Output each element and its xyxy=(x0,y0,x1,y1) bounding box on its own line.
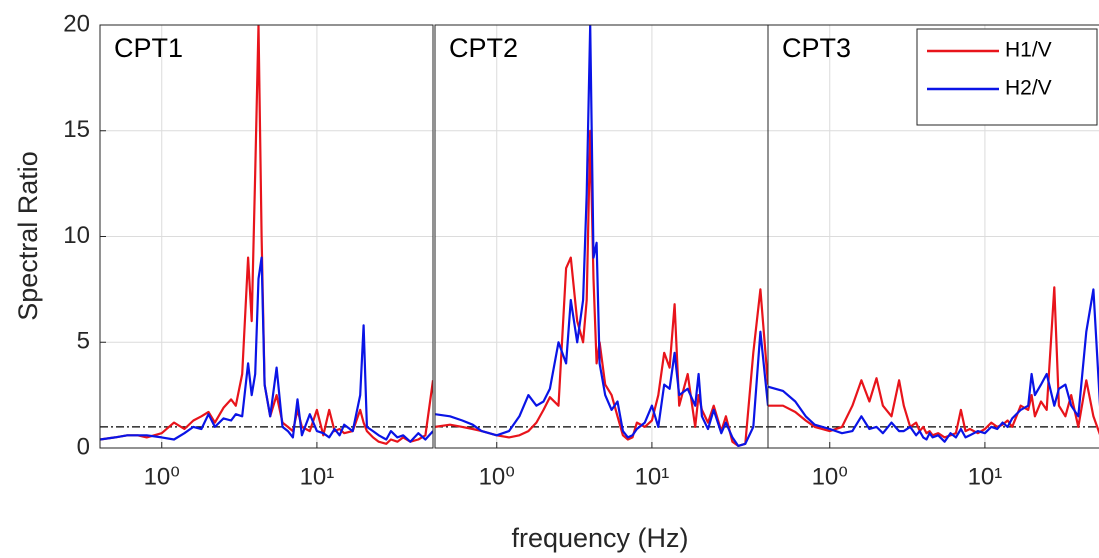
x-tick-label: 10¹ xyxy=(635,463,670,490)
y-tick-label: 5 xyxy=(77,328,90,355)
y-tick-label: 15 xyxy=(63,116,90,143)
series-line xyxy=(100,25,433,445)
plot-frame xyxy=(99,24,434,449)
panel: 10⁰ 10¹ 0 5 10 15 20 CPT1 xyxy=(63,10,434,490)
y-tick-label: 20 xyxy=(63,10,90,37)
y-axis-label: Spectral Ratio xyxy=(13,151,43,321)
plot-frame xyxy=(767,24,1099,449)
series-line xyxy=(435,129,768,447)
series-group xyxy=(435,25,768,447)
legend-box xyxy=(916,28,1098,126)
panel: 10⁰ 10¹ CPT2 xyxy=(434,24,769,490)
x-tick-label: 10⁰ xyxy=(144,463,180,490)
y-tick-label: 10 xyxy=(63,222,90,249)
legend-label: H2/V xyxy=(1005,77,1052,100)
x-tick-label: 10¹ xyxy=(300,463,335,490)
series-line xyxy=(768,288,1099,443)
x-tick-label: 10⁰ xyxy=(479,463,515,490)
panel-title: CPT1 xyxy=(114,33,183,63)
panel-title: CPT3 xyxy=(782,33,851,63)
series-line xyxy=(100,256,433,443)
x-tick-label: 10⁰ xyxy=(812,463,848,490)
panel: 10⁰ 10¹ CPT3 H1/V H2/V xyxy=(767,24,1099,490)
x-tick-label: 10¹ xyxy=(968,463,1003,490)
panel-title: CPT2 xyxy=(449,33,518,63)
series-group xyxy=(768,286,1099,443)
series-group xyxy=(100,25,433,445)
legend-label: H1/V xyxy=(1005,39,1052,62)
x-axis-label: frequency (Hz) xyxy=(511,523,688,553)
series-line xyxy=(435,25,768,447)
y-tick-label: 0 xyxy=(77,433,90,460)
